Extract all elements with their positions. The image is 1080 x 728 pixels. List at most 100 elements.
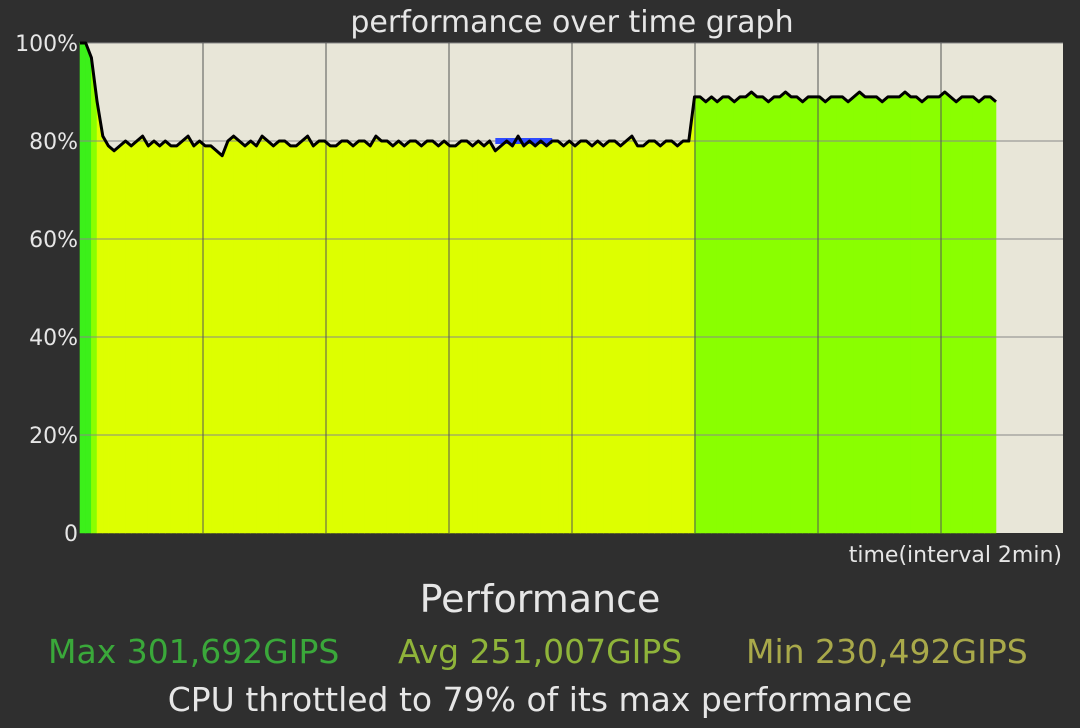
area-segment <box>512 134 519 534</box>
area-segment <box>716 96 724 534</box>
y-tick-label: 0 <box>64 522 78 547</box>
area-segment <box>921 96 929 534</box>
area-segment <box>751 91 758 534</box>
area-segment <box>802 96 809 534</box>
area-segment <box>825 96 832 534</box>
area-segment <box>955 96 963 534</box>
area-segment <box>256 134 263 534</box>
area-segment <box>933 96 940 534</box>
area-segment <box>967 96 974 534</box>
area-segment <box>142 134 149 534</box>
area-segment <box>739 96 746 534</box>
plot-area: 0 20% 40% 60% 80% 100% <box>15 32 1063 547</box>
area-segment <box>910 96 917 534</box>
area-segment <box>705 96 712 534</box>
area-segment <box>768 96 775 534</box>
area-segment <box>813 96 820 534</box>
area-segment <box>785 91 792 534</box>
area-segment <box>637 145 644 534</box>
avg-performance-stat: Avg 251,007GIPS <box>398 632 683 671</box>
area-segment <box>711 96 718 534</box>
area-segment <box>842 96 849 534</box>
y-tick-label: 20% <box>29 424 78 449</box>
area-segment <box>847 96 855 534</box>
area-segment <box>369 134 377 534</box>
stats-row: Max 301,692GIPS Avg 251,007GIPS Min 230,… <box>0 630 1080 674</box>
area-segment <box>836 96 843 534</box>
area-segment <box>227 135 234 534</box>
area-segment <box>927 96 934 534</box>
area-segment <box>375 135 382 534</box>
area-segment <box>870 96 877 534</box>
area-segment <box>978 96 985 534</box>
area-segment <box>85 42 92 534</box>
area-segment <box>762 96 769 534</box>
area-segment <box>187 134 195 534</box>
area-segment <box>887 96 894 534</box>
area-segment <box>790 96 798 534</box>
area-segment <box>859 91 866 534</box>
throttle-note: CPU throttled to 79% of its max performa… <box>167 680 913 719</box>
area-segment <box>301 135 308 534</box>
area-segment <box>756 96 764 534</box>
area-segment <box>216 150 223 534</box>
area-segment <box>210 145 217 534</box>
area-segment <box>728 96 735 534</box>
max-performance-stat: Max 301,692GIPS <box>48 632 340 671</box>
x-axis-label: time(interval 2min) <box>849 543 1062 568</box>
area-segment <box>773 96 781 534</box>
area-segment <box>893 96 900 534</box>
area-segment <box>745 91 752 534</box>
area-segment <box>204 145 212 534</box>
area-segment <box>688 96 695 534</box>
area-segment <box>779 91 786 534</box>
area-segment <box>984 96 991 534</box>
area-segment <box>290 145 297 534</box>
area-segment <box>972 96 980 534</box>
performance-line <box>80 41 997 158</box>
area-segment <box>796 96 803 534</box>
area-segment <box>233 135 240 534</box>
area-segment <box>261 135 269 534</box>
area-segment <box>904 91 911 534</box>
summary-title: Performance <box>419 577 661 621</box>
area-segment <box>96 101 104 534</box>
area-segment <box>876 96 883 534</box>
area-segment <box>631 134 638 534</box>
area-segment <box>330 145 337 534</box>
area-segment <box>938 91 946 534</box>
area-segment <box>113 145 121 534</box>
area-segment <box>881 96 889 534</box>
area-segment <box>517 134 525 534</box>
area-segment <box>864 96 872 534</box>
area-segment <box>91 57 98 534</box>
chart-title: performance over time graph <box>350 5 793 40</box>
y-tick-label: 60% <box>29 228 78 253</box>
area-segment <box>916 96 923 534</box>
area-segment <box>699 96 707 534</box>
area-segment <box>990 96 997 534</box>
area-segment <box>898 91 906 534</box>
area-segment <box>307 134 314 534</box>
area-segment <box>830 96 837 534</box>
y-tick-label: 80% <box>29 130 78 155</box>
area-segment <box>819 96 826 534</box>
area-segment <box>944 91 951 534</box>
area-segment <box>853 91 860 534</box>
area-segment <box>733 96 741 534</box>
min-performance-stat: Min 230,492GIPS <box>746 632 1028 671</box>
area-segment <box>950 96 957 534</box>
area-segment <box>495 145 502 534</box>
area-segment <box>449 145 456 534</box>
area-segment <box>182 135 189 534</box>
area-segment <box>170 145 178 534</box>
area-segment <box>625 135 633 534</box>
area-segment <box>108 145 115 534</box>
area-segment <box>136 135 143 534</box>
y-tick-label: 100% <box>15 32 78 57</box>
area-segment <box>722 96 729 534</box>
area-segment <box>961 96 968 534</box>
area-segment <box>807 96 815 534</box>
